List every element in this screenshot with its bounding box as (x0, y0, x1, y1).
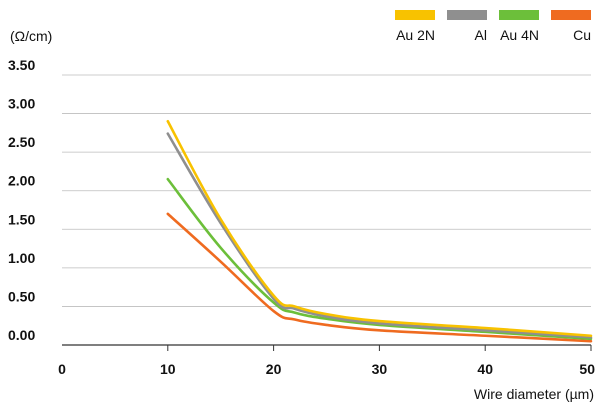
series-line-au-4n (166, 177, 593, 341)
series-line-al (166, 132, 593, 339)
y-axis-label: (Ω/cm) (10, 28, 52, 44)
y-tick-label: 3.50 (8, 57, 35, 73)
legend-swatch-al (447, 10, 487, 20)
y-tick-label: 2.00 (8, 173, 35, 189)
y-axis: 0.00 0.50 1.00 1.50 2.00 2.50 3.00 3.50 (8, 57, 35, 343)
grid (62, 74, 591, 346)
series-line-au-2n (166, 119, 593, 338)
x-tick-label: 50 (579, 361, 595, 377)
x-tick-label: 30 (372, 361, 388, 377)
legend-swatch-au-4n (499, 10, 539, 20)
legend-label: Al (475, 27, 487, 43)
y-tick-label: 0.50 (8, 288, 35, 304)
legend-label: Cu (573, 27, 591, 43)
x-tick-label: 10 (160, 361, 176, 377)
x-tick-label: 40 (477, 361, 493, 377)
x-axis: 0 10 20 30 40 50 (58, 345, 595, 377)
series-line-cu (166, 212, 593, 343)
y-tick-label: 2.50 (8, 134, 35, 150)
y-tick-label: 1.00 (8, 250, 35, 266)
series (166, 119, 593, 343)
x-tick-label: 20 (266, 361, 282, 377)
y-tick-label: 3.00 (8, 96, 35, 112)
legend: Au 2N Al Au 4N Cu (395, 10, 591, 43)
x-axis-label: Wire diameter (µm) (474, 386, 594, 402)
legend-label: Au 2N (396, 27, 435, 43)
legend-swatch-cu (551, 10, 591, 20)
y-tick-label: 1.50 (8, 211, 35, 227)
legend-label: Au 4N (500, 27, 539, 43)
y-tick-label: 0.00 (8, 327, 35, 343)
x-tick-label: 0 (58, 361, 66, 377)
legend-swatch-au-2n (395, 10, 435, 20)
